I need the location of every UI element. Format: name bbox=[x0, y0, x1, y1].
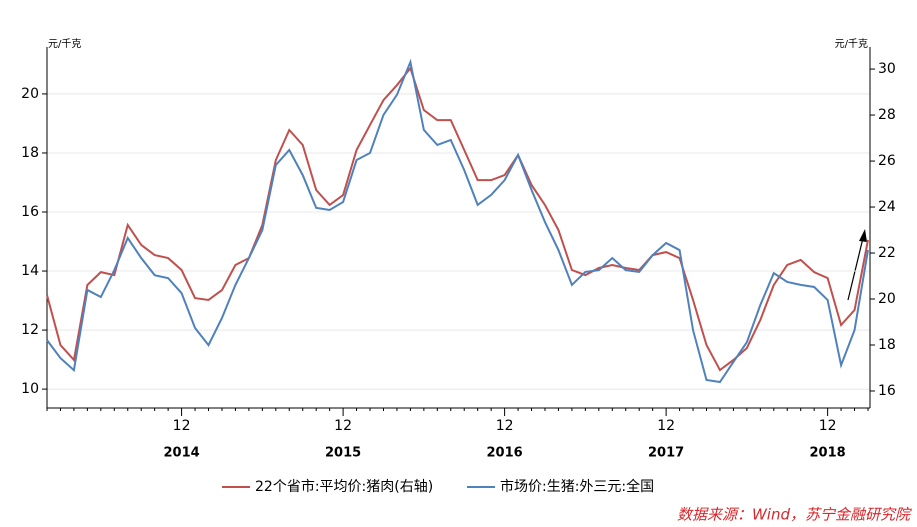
x-tick-label: 12 bbox=[496, 418, 514, 434]
y-unit: 元/千克 bbox=[48, 38, 81, 50]
x-tick-label: 12 bbox=[173, 418, 191, 434]
x-tick-label: 12 bbox=[657, 418, 675, 434]
y2-tick-label: 28 bbox=[878, 107, 896, 123]
x-group-label: 2018 bbox=[810, 446, 846, 461]
y2-tick-label: 26 bbox=[878, 153, 896, 169]
y2-tick-label: 20 bbox=[878, 291, 896, 307]
arrow-head bbox=[859, 229, 867, 242]
y2-tick-label: 24 bbox=[878, 199, 896, 215]
legend-label: 22个省市:平均价:猪肉(右轴) bbox=[255, 478, 433, 495]
y2-unit: 元/千克 bbox=[835, 38, 868, 50]
y-tick-label: 10 bbox=[21, 381, 39, 397]
y2-tick-label: 18 bbox=[878, 337, 896, 353]
x-group-label: 2016 bbox=[487, 446, 523, 461]
annotation-arrow bbox=[847, 237, 864, 301]
x-group-label: 2017 bbox=[648, 446, 684, 461]
y-tick-label: 14 bbox=[21, 263, 39, 279]
y2-tick-label: 30 bbox=[878, 61, 896, 77]
line-series bbox=[46, 66, 869, 372]
y2-tick-label: 22 bbox=[878, 245, 896, 261]
y2-tick-label: 16 bbox=[878, 383, 896, 399]
x-tick-label: 12 bbox=[819, 418, 837, 434]
source-note: 数据来源：Wind，苏宁金融研究院 bbox=[677, 506, 912, 524]
y-tick-label: 16 bbox=[21, 204, 39, 220]
x-group-label: 2015 bbox=[325, 446, 361, 461]
y-tick-label: 12 bbox=[21, 322, 39, 338]
y-tick-label: 18 bbox=[21, 145, 39, 161]
line-series bbox=[46, 58, 869, 384]
x-group-label: 2014 bbox=[163, 446, 199, 461]
x-tick-label: 12 bbox=[334, 418, 352, 434]
legend-label: 市场价:生猪:外三元:全国 bbox=[500, 478, 654, 495]
y-tick-label: 20 bbox=[21, 86, 39, 102]
